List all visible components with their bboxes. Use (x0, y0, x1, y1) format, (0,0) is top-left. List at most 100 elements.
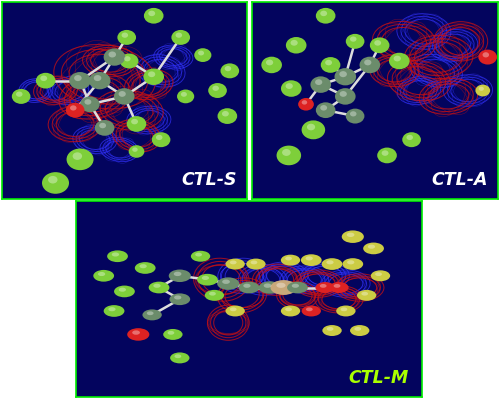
Circle shape (346, 233, 354, 237)
Circle shape (208, 83, 227, 98)
Circle shape (334, 68, 356, 85)
Circle shape (114, 88, 134, 105)
Circle shape (148, 71, 156, 77)
Circle shape (285, 257, 292, 261)
Circle shape (292, 284, 299, 288)
Circle shape (375, 272, 382, 276)
Circle shape (89, 72, 110, 89)
Circle shape (118, 288, 126, 292)
Circle shape (302, 100, 307, 105)
Circle shape (144, 8, 164, 24)
Circle shape (98, 272, 105, 276)
Circle shape (12, 89, 30, 104)
Circle shape (306, 256, 313, 261)
Circle shape (322, 258, 342, 270)
Circle shape (48, 176, 58, 184)
Circle shape (389, 53, 409, 69)
Circle shape (270, 280, 296, 295)
Circle shape (320, 11, 327, 16)
Circle shape (126, 116, 146, 132)
Circle shape (258, 281, 281, 294)
Circle shape (66, 103, 84, 118)
Circle shape (144, 69, 164, 85)
Circle shape (282, 149, 290, 156)
Circle shape (122, 33, 128, 38)
Circle shape (224, 66, 231, 71)
Circle shape (246, 259, 266, 270)
Circle shape (209, 292, 216, 296)
Circle shape (220, 63, 239, 78)
Circle shape (135, 262, 156, 274)
Circle shape (194, 48, 212, 62)
Circle shape (226, 306, 245, 316)
Circle shape (198, 51, 204, 55)
Circle shape (218, 108, 237, 124)
Circle shape (204, 290, 224, 301)
Circle shape (302, 306, 321, 316)
Circle shape (84, 99, 91, 105)
Circle shape (347, 260, 354, 265)
Circle shape (152, 132, 171, 147)
Circle shape (108, 307, 116, 311)
Circle shape (342, 258, 363, 270)
Circle shape (107, 251, 128, 262)
Circle shape (148, 282, 170, 293)
Circle shape (142, 309, 162, 320)
Circle shape (108, 51, 116, 57)
Circle shape (316, 282, 335, 293)
Circle shape (212, 86, 219, 91)
Circle shape (177, 89, 194, 103)
Circle shape (112, 253, 119, 257)
Circle shape (482, 52, 489, 57)
Circle shape (287, 282, 308, 293)
Circle shape (326, 327, 334, 331)
Circle shape (394, 55, 401, 61)
Circle shape (346, 34, 364, 49)
Circle shape (163, 329, 182, 340)
Circle shape (298, 98, 314, 111)
Circle shape (306, 307, 312, 311)
Circle shape (244, 284, 250, 288)
Circle shape (238, 282, 260, 293)
Text: CTL-A: CTL-A (431, 171, 488, 189)
Circle shape (307, 124, 315, 130)
Circle shape (104, 48, 125, 66)
Circle shape (131, 119, 138, 124)
Circle shape (340, 91, 347, 97)
Circle shape (124, 56, 130, 61)
Circle shape (99, 123, 106, 128)
Circle shape (127, 328, 150, 341)
Circle shape (197, 274, 218, 286)
Circle shape (170, 352, 190, 363)
Circle shape (16, 91, 22, 97)
Circle shape (168, 270, 191, 282)
Circle shape (406, 135, 413, 140)
Circle shape (262, 57, 282, 73)
Circle shape (170, 293, 190, 305)
Circle shape (302, 120, 325, 139)
Circle shape (368, 245, 375, 249)
Circle shape (114, 286, 135, 297)
Circle shape (80, 97, 100, 112)
Circle shape (478, 49, 497, 65)
Circle shape (72, 152, 82, 160)
Circle shape (350, 36, 356, 42)
Circle shape (354, 327, 361, 331)
Text: CTL-M: CTL-M (348, 369, 408, 387)
Circle shape (340, 307, 347, 311)
Circle shape (156, 135, 162, 140)
Circle shape (195, 253, 202, 257)
Circle shape (172, 30, 190, 45)
Circle shape (174, 295, 182, 300)
Circle shape (301, 254, 322, 266)
Circle shape (281, 80, 301, 97)
Circle shape (94, 75, 102, 81)
Circle shape (322, 325, 342, 336)
Circle shape (181, 92, 187, 97)
Circle shape (70, 72, 91, 89)
Circle shape (128, 145, 144, 158)
Circle shape (286, 83, 293, 89)
Circle shape (370, 38, 390, 53)
Circle shape (346, 109, 364, 124)
Circle shape (325, 60, 332, 65)
